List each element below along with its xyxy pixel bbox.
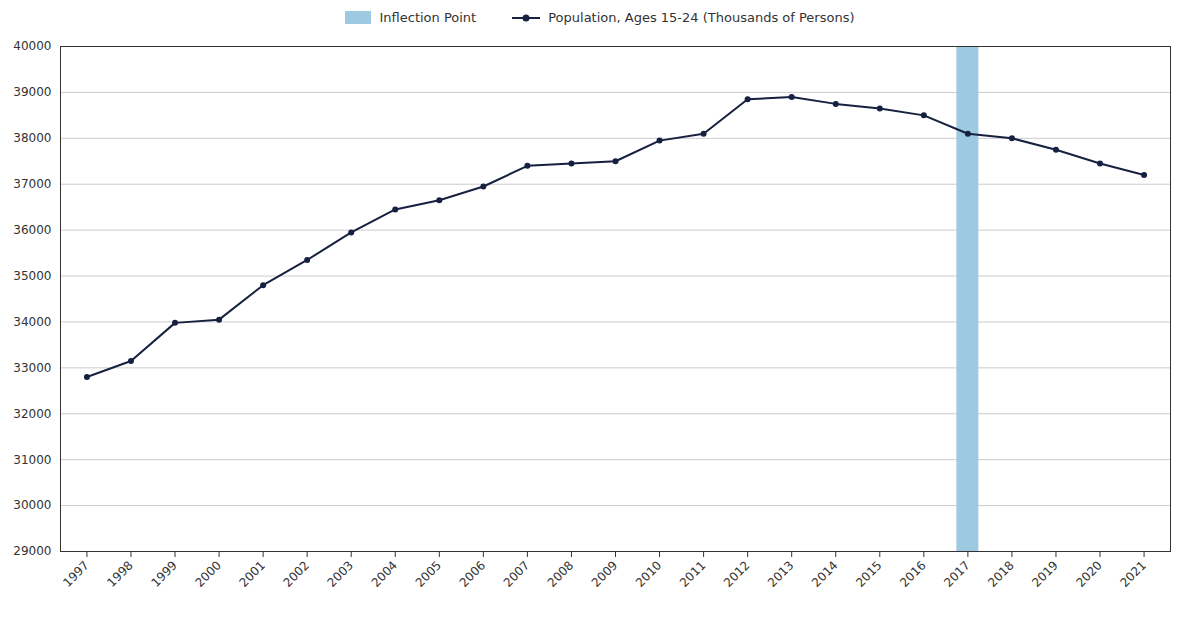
svg-text:2002: 2002 [281, 558, 312, 589]
svg-text:38000: 38000 [13, 131, 51, 145]
svg-text:2020: 2020 [1073, 558, 1104, 589]
svg-text:2006: 2006 [457, 558, 488, 589]
svg-text:2016: 2016 [897, 558, 928, 589]
svg-text:29000: 29000 [13, 544, 51, 558]
svg-text:1997: 1997 [60, 558, 91, 589]
svg-text:2013: 2013 [765, 558, 796, 589]
svg-text:2001: 2001 [236, 558, 267, 589]
svg-text:2003: 2003 [325, 558, 356, 589]
svg-text:37000: 37000 [13, 177, 51, 191]
svg-text:2021: 2021 [1117, 558, 1148, 589]
svg-text:30000: 30000 [13, 498, 51, 512]
svg-text:2009: 2009 [589, 558, 620, 589]
html-text:Population, Ages 15-24 (Thousa: Population, Ages 15-24 (Thousands of Per… [548, 10, 855, 25]
svg-text:1999: 1999 [148, 558, 179, 589]
svg-text:31000: 31000 [13, 453, 51, 467]
svg-text:2004: 2004 [369, 558, 400, 589]
svg-text:34000: 34000 [13, 315, 51, 329]
svg-text:33000: 33000 [13, 361, 51, 375]
svg-text:35000: 35000 [13, 269, 51, 283]
html-text:Inflection Point: Inflection Point [379, 10, 477, 25]
svg-text:39000: 39000 [13, 85, 51, 99]
svg-text:2005: 2005 [413, 558, 444, 589]
svg-text:2018: 2018 [985, 558, 1016, 589]
svg-text:2011: 2011 [677, 558, 708, 589]
svg-text:2019: 2019 [1029, 558, 1060, 589]
svg-text:2008: 2008 [545, 558, 576, 589]
svg-text:2012: 2012 [721, 558, 752, 589]
svg-text:2007: 2007 [501, 558, 532, 589]
svg-text:36000: 36000 [13, 223, 51, 237]
svg-text:2010: 2010 [633, 558, 664, 589]
svg-text:40000: 40000 [13, 39, 51, 53]
svg-text:2000: 2000 [192, 558, 223, 589]
svg-text:2017: 2017 [941, 558, 972, 589]
svg-text:1998: 1998 [104, 558, 135, 589]
svg-text:2015: 2015 [853, 558, 884, 589]
svg-text:32000: 32000 [13, 407, 51, 421]
svg-text:2014: 2014 [809, 558, 840, 589]
